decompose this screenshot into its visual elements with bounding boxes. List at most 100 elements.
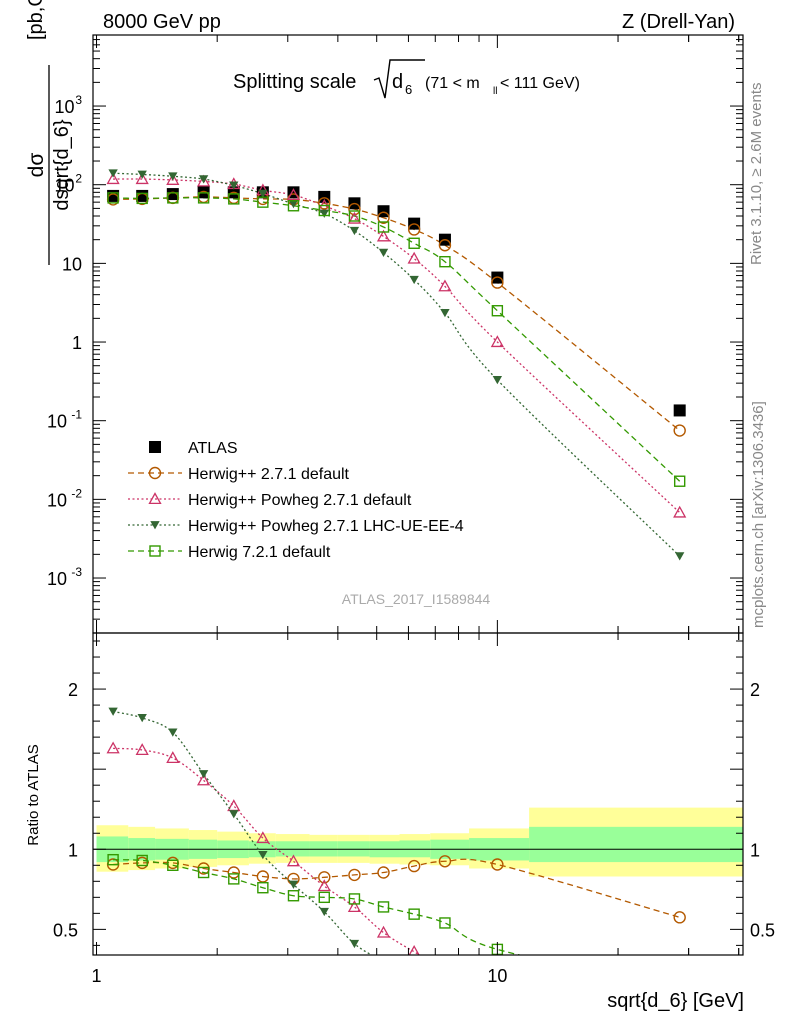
main-point-s2-10 — [407, 251, 421, 264]
ratio-point-s3-9 — [377, 901, 390, 913]
title-range-post: < 111 GeV) — [500, 75, 580, 92]
main-point-s1-12 — [491, 276, 504, 289]
main-ytick-label-4: 10 — [62, 254, 82, 274]
main-point-s4-7 — [318, 204, 330, 217]
main-ytick-exp-6: 3 — [75, 93, 82, 107]
ratio-point-s1-7 — [317, 879, 331, 892]
ratio-ytick-label-right-0: 0.5 — [750, 920, 775, 940]
ratio-point-s1-0 — [106, 741, 120, 754]
main-point-s2-9 — [376, 229, 391, 242]
header-right: Z (Drell-Yan) — [622, 11, 735, 33]
ratio-point-s0-10 — [407, 859, 421, 873]
ratio-point-s2-7 — [319, 907, 329, 917]
main-ytick-label-6: 10 — [54, 97, 74, 117]
ratio-point-s0-9 — [377, 866, 390, 879]
main-point-s4-2 — [167, 192, 179, 204]
main-point-s3-4 — [229, 181, 239, 190]
main-point-s1-13 — [673, 424, 686, 437]
ratio-point-s0-4 — [227, 866, 240, 879]
ratio-point-s1-3 — [197, 773, 211, 786]
main-point-s0-7 — [318, 190, 331, 203]
main-point-s1-11 — [438, 239, 452, 252]
main-point-s3-2 — [168, 172, 178, 181]
ratio-point-s2-2 — [168, 728, 178, 737]
main-point-s4-3 — [197, 192, 210, 204]
ratio-line-1 — [113, 747, 421, 955]
axis-ticks — [93, 34, 743, 955]
legend-label-1: Herwig++ 2.7.1 default — [188, 466, 350, 483]
main-point-s4-9 — [377, 221, 390, 233]
legend-marker-1 — [148, 466, 162, 480]
main-ytick-exp-1: -2 — [71, 486, 82, 500]
main-point-s4-6 — [287, 200, 300, 212]
ratio-point-s3-5 — [257, 882, 269, 894]
ratio-point-s2-5 — [258, 851, 268, 860]
main-point-s3-0 — [108, 169, 118, 178]
main-point-s3-9 — [378, 248, 389, 258]
main-point-s3-13 — [675, 552, 685, 561]
main-point-s0-13 — [673, 404, 686, 417]
ratio-point-s0-8 — [348, 868, 361, 882]
main-ylabel: dσ dsqrt{d_6} [pb,GeV -1 ] — [25, 0, 73, 265]
main-point-s4-10 — [408, 237, 420, 249]
ratio-point-s2-0 — [108, 707, 118, 716]
ratio-ytick-label-right-2: 2 — [750, 680, 760, 700]
ylabel-numerator: dσ — [25, 153, 48, 178]
legend-label-4: Herwig 7.2.1 default — [188, 544, 331, 561]
ratio-ytick-label-left-2: 2 — [68, 680, 78, 700]
main-point-s2-13 — [673, 505, 687, 518]
ratio-point-s3-4 — [228, 873, 240, 885]
ratio-ytick-label-left-1: 1 — [68, 840, 78, 860]
panel-frames — [92, 34, 744, 956]
title-symbol-sub: 6 — [405, 82, 412, 97]
main-point-s2-12 — [490, 335, 504, 348]
ratio-point-s1-5 — [256, 831, 270, 844]
ratio-point-s0-12 — [491, 858, 504, 871]
ratio-point-s0-7 — [318, 871, 331, 884]
main-point-s2-6 — [286, 188, 301, 201]
main-ytick-label-3: 1 — [72, 333, 82, 353]
ratio-point-s3-0 — [107, 853, 119, 866]
ylabel-denominator: dsqrt{d_6} — [51, 119, 73, 211]
ratio-point-s0-13 — [673, 911, 686, 924]
legend-label-3: Herwig++ Powheg 2.7.1 LHC-UE-EE-4 — [188, 518, 464, 535]
ratio-line-0 — [113, 858, 680, 918]
legend-marker-2 — [148, 492, 162, 505]
main-point-s4-11 — [439, 255, 451, 268]
main-point-s2-8 — [347, 211, 362, 224]
legend-marker-0 — [149, 441, 161, 453]
ylabel-units: [pb,GeV — [25, 0, 47, 40]
legend-label-0: ATLAS — [188, 440, 238, 457]
ratio-point-s1-4 — [227, 799, 241, 812]
band-inner-13 — [529, 826, 743, 863]
main-series-group — [106, 169, 687, 561]
main-point-s2-3 — [197, 174, 211, 187]
main-point-s4-8 — [348, 210, 361, 222]
legend-marker-3 — [150, 521, 160, 530]
ratio-point-s1-8 — [347, 900, 362, 912]
main-point-s1-7 — [318, 197, 331, 210]
ratio-point-s3-8 — [348, 893, 361, 905]
main-point-s4-1 — [136, 192, 148, 205]
main-point-s3-5 — [258, 189, 268, 199]
legend-marker-4 — [149, 545, 161, 557]
header-left: 8000 GeV pp — [103, 11, 221, 33]
ratio-point-s3-11 — [439, 917, 451, 929]
ratio-point-s0-11 — [438, 855, 452, 868]
main-point-s3-1 — [137, 170, 147, 179]
ratio-point-s2-8 — [349, 939, 360, 949]
main-point-s3-12 — [492, 376, 503, 385]
analysis-watermark: ATLAS_2017_I1589844 — [342, 591, 491, 607]
ratio-point-s1-2 — [166, 751, 180, 764]
ratio-point-s1-9 — [376, 925, 391, 938]
main-point-s2-0 — [106, 172, 120, 185]
legend-label-2: Herwig++ Powheg 2.7.1 default — [188, 492, 412, 509]
main-point-s1-8 — [348, 202, 361, 216]
ratio-point-s1-10 — [408, 944, 420, 955]
rivet-label: Rivet 3.1.10, ≥ 2.6M events — [748, 83, 765, 266]
ratio-point-s0-5 — [256, 870, 270, 883]
main-point-s2-11 — [438, 279, 452, 292]
ratio-point-s2-3 — [198, 770, 209, 779]
main-point-s4-12 — [491, 305, 504, 317]
